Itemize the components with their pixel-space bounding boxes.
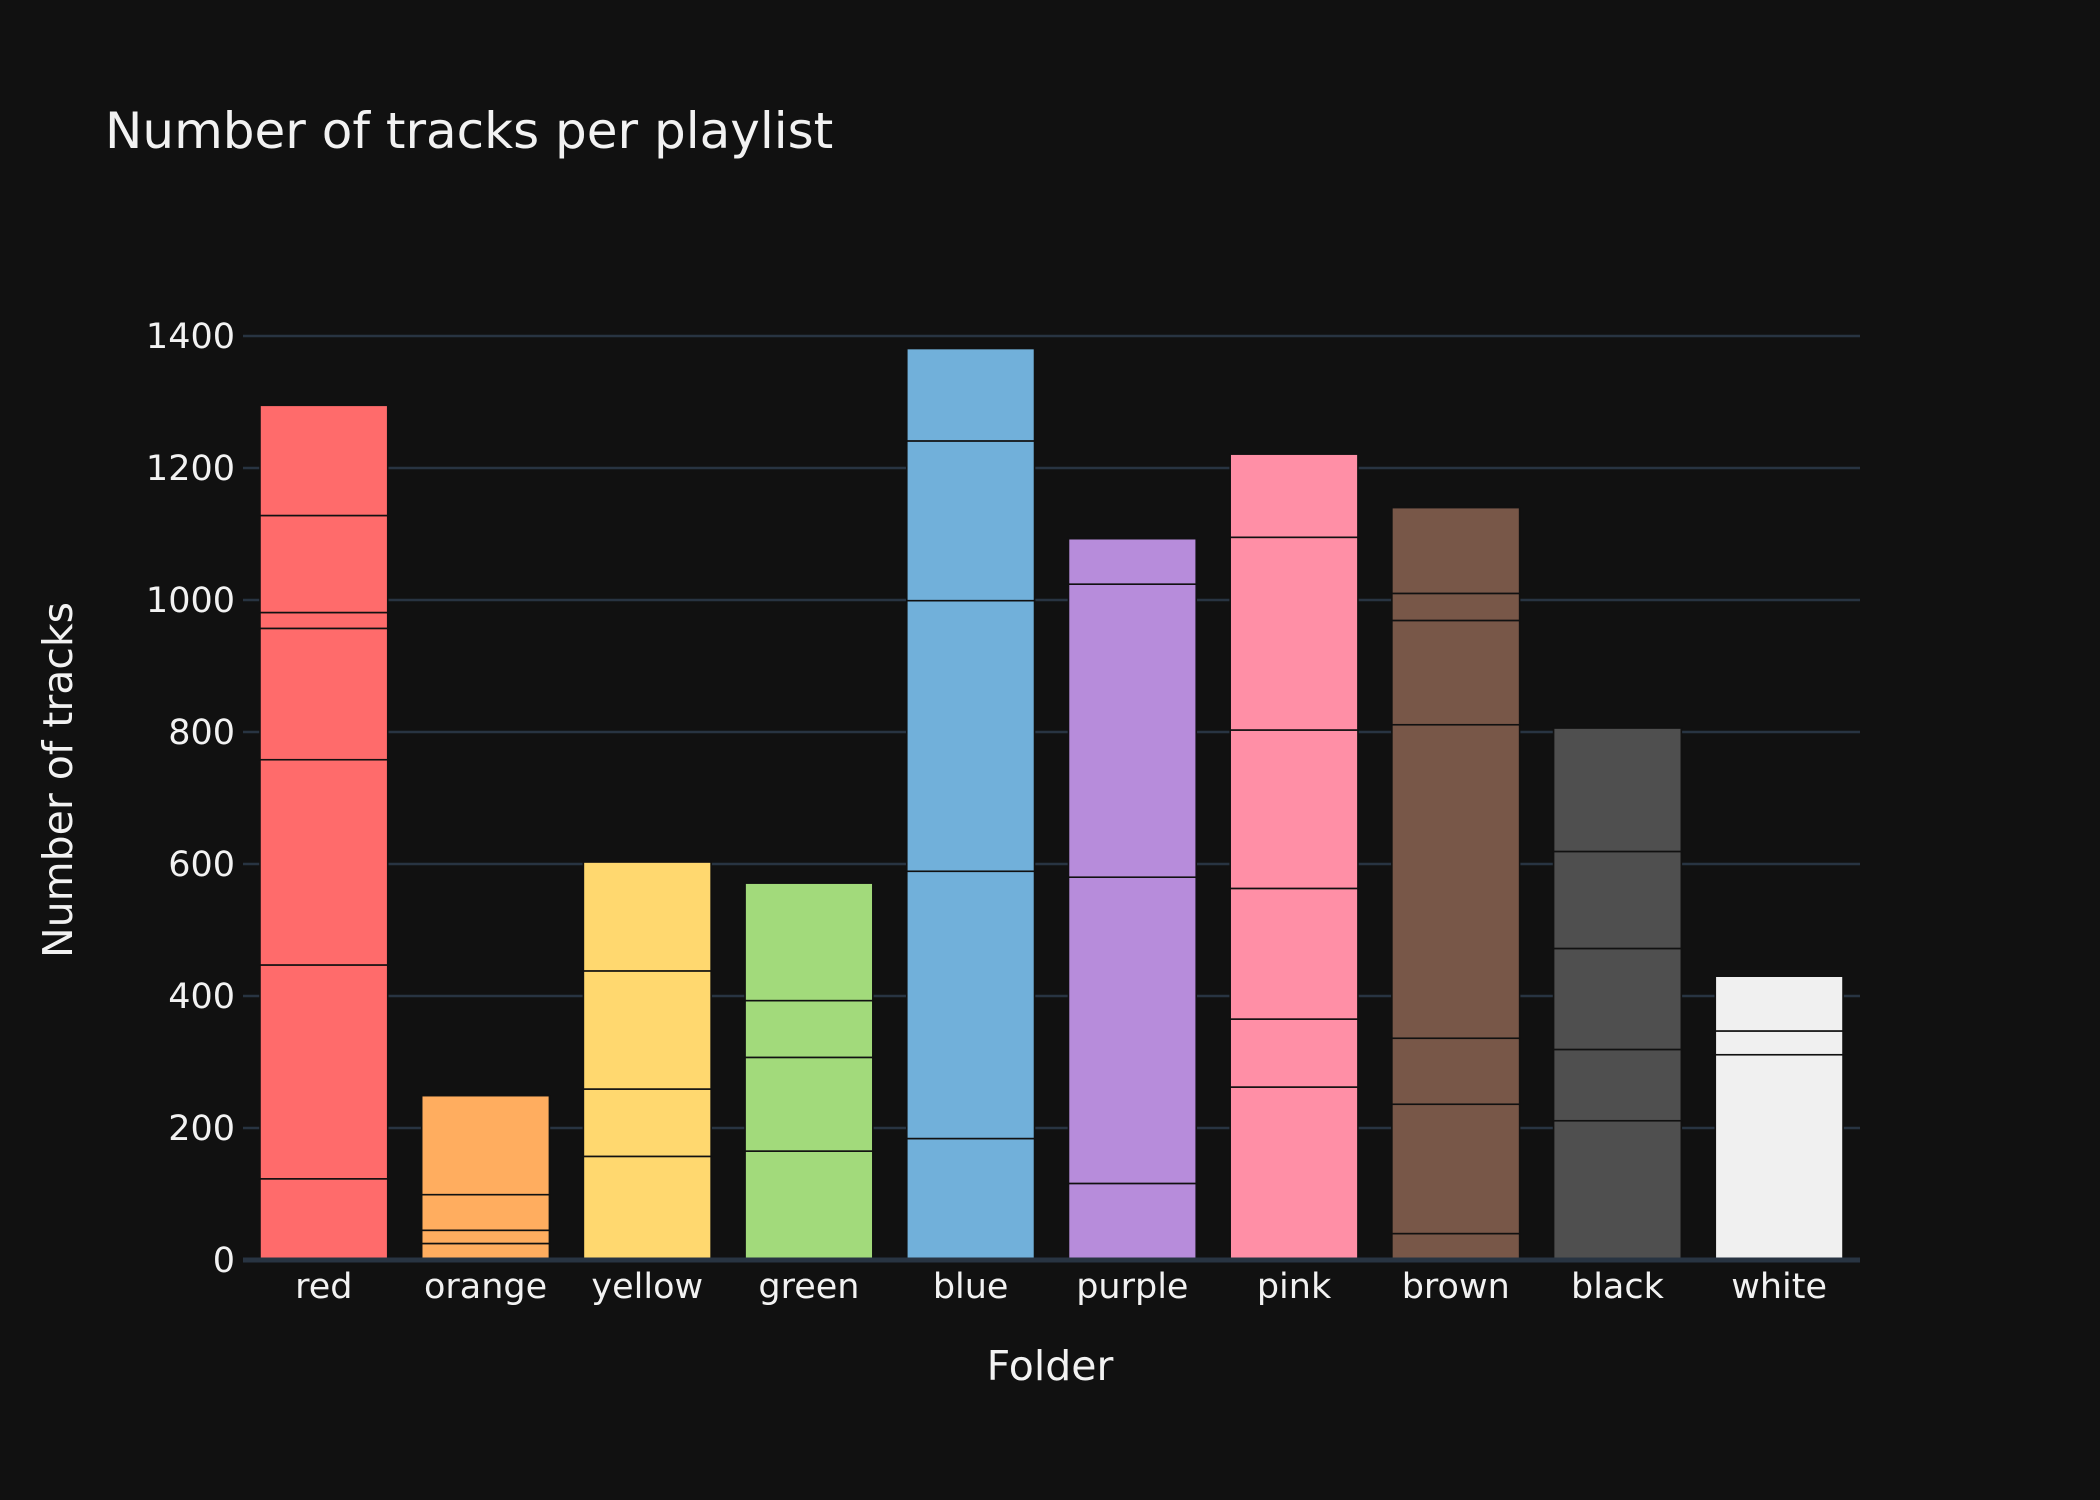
- bar-segment: [259, 964, 389, 1180]
- bar-segment: [1067, 876, 1198, 1185]
- y-tick-label: 0: [213, 1241, 235, 1281]
- bar-segment: [582, 970, 712, 1090]
- bar-segment: [1229, 887, 1359, 1020]
- x-tick-label: brown: [1402, 1267, 1510, 1307]
- bar-segment: [905, 599, 1036, 873]
- bar-stack-black: [1552, 727, 1683, 1261]
- x-tick-label: white: [1731, 1267, 1827, 1307]
- bar-segment: [420, 1229, 551, 1245]
- y-tick-label: 1000: [146, 581, 235, 621]
- x-tick-label: blue: [933, 1267, 1009, 1307]
- bar-segment: [1391, 723, 1521, 1040]
- y-axis-ticks: 0 200 400 600 800 1000 1200 1400: [146, 317, 235, 1281]
- bar-segment: [744, 1150, 874, 1261]
- bar-segment: [744, 1056, 874, 1152]
- bar-segment: [1391, 619, 1521, 726]
- x-tick-label: pink: [1257, 1267, 1332, 1307]
- y-tick-label: 600: [168, 845, 235, 885]
- bar-segment: [1552, 850, 1683, 950]
- bar-segment: [582, 1155, 712, 1261]
- y-tick-label: 200: [168, 1109, 235, 1149]
- bar-segment: [1552, 727, 1683, 853]
- bars-layer: [259, 347, 1844, 1261]
- bar-stack-brown: [1391, 506, 1521, 1261]
- x-tick-label: purple: [1076, 1267, 1188, 1307]
- bar-segment: [582, 861, 712, 972]
- bar-stack-purple: [1067, 537, 1198, 1261]
- bar-segment: [1552, 1119, 1683, 1261]
- bar-segment: [1067, 537, 1198, 585]
- bar-stack-orange: [420, 1094, 551, 1261]
- bar-segment: [259, 758, 389, 966]
- bar-segment: [1391, 1232, 1521, 1261]
- x-axis-ticks: red orange yellow green blue purple pink brown b…: [295, 1267, 1827, 1307]
- bar-segment: [905, 347, 1036, 442]
- bar-segment: [1391, 592, 1521, 622]
- bar-stack-green: [744, 882, 874, 1261]
- bar-segment: [905, 1137, 1036, 1261]
- bar-segment: [1067, 583, 1198, 878]
- bar-segment: [1229, 536, 1359, 731]
- x-tick-label: green: [758, 1267, 859, 1307]
- bar-stack-pink: [1229, 453, 1359, 1261]
- bar-segment: [582, 1088, 712, 1158]
- bar-segment: [744, 882, 874, 1002]
- bar-segment: [1714, 1053, 1844, 1261]
- bar-stack-yellow: [582, 861, 712, 1261]
- bar-segment: [905, 440, 1036, 602]
- bar-stack-white: [1714, 975, 1844, 1261]
- x-axis-title: Folder: [987, 1342, 1114, 1390]
- bar-segment: [1714, 975, 1844, 1032]
- bar-segment: [259, 1178, 389, 1261]
- x-tick-label: yellow: [591, 1267, 703, 1307]
- bar-segment: [1067, 537, 1198, 540]
- bar-stack-red: [259, 404, 389, 1261]
- bar-segment: [1067, 1182, 1198, 1261]
- x-tick-label: black: [1571, 1267, 1665, 1307]
- bar-segment: [259, 514, 389, 614]
- bar-segment: [420, 1193, 551, 1232]
- bar-segment: [259, 627, 389, 761]
- bar-segment: [1552, 947, 1683, 1051]
- bar-segment: [1714, 1030, 1844, 1056]
- bar-segment: [1391, 1037, 1521, 1106]
- y-tick-label: 400: [168, 977, 235, 1017]
- y-axis-title: Number of tracks: [34, 602, 82, 958]
- bar-segment: [905, 870, 1036, 1140]
- x-tick-label: red: [295, 1267, 352, 1307]
- chart-title: Number of tracks per playlist: [105, 102, 833, 160]
- bar-segment: [1229, 729, 1359, 890]
- bar-segment: [1229, 1018, 1359, 1088]
- bar-segment: [1552, 1048, 1683, 1122]
- bar-segment: [259, 611, 389, 630]
- bar-stack-blue: [905, 347, 1036, 1261]
- bar-segment: [1391, 1103, 1521, 1235]
- bar-segment: [1391, 506, 1521, 595]
- x-tick-label: orange: [424, 1267, 547, 1307]
- y-tick-label: 800: [168, 713, 235, 753]
- bar-segment: [744, 999, 874, 1059]
- bar-segment: [420, 1094, 551, 1196]
- y-tick-label: 1200: [146, 449, 235, 489]
- bar-segment: [1229, 453, 1359, 539]
- bar-segment: [1229, 1086, 1359, 1261]
- y-tick-label: 1400: [146, 317, 235, 357]
- gridlines: [243, 334, 1860, 1130]
- bar-segment: [259, 404, 389, 517]
